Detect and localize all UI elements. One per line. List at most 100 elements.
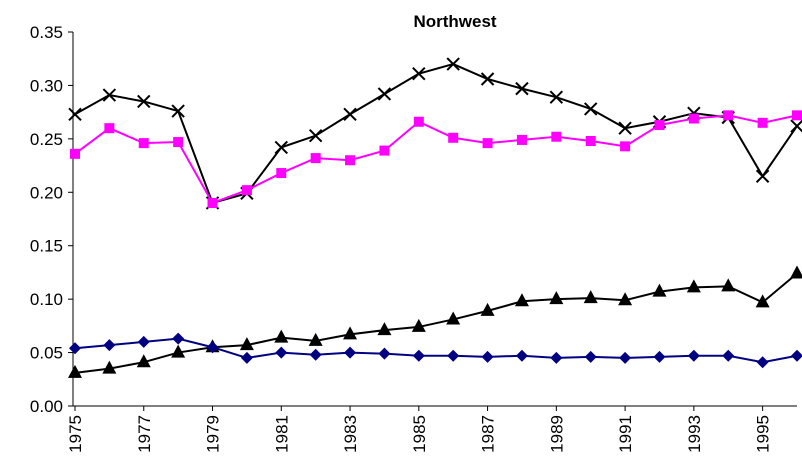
y-tick-label: 0.15	[30, 237, 63, 256]
marker	[412, 66, 426, 81]
marker	[378, 347, 391, 360]
marker	[172, 332, 185, 345]
marker	[585, 135, 596, 146]
marker	[480, 302, 495, 316]
marker	[515, 81, 529, 96]
marker	[68, 364, 82, 378]
marker	[171, 104, 185, 118]
marker	[411, 318, 426, 332]
marker	[240, 351, 253, 364]
y-tick-label: 0.35	[30, 23, 63, 42]
marker	[584, 102, 598, 116]
marker	[309, 348, 322, 361]
marker	[619, 351, 632, 364]
series-line	[74, 62, 798, 205]
y-tick-label: 0.05	[30, 344, 63, 363]
series-line	[74, 114, 798, 205]
marker	[310, 153, 321, 164]
marker	[413, 116, 424, 127]
marker	[791, 349, 802, 362]
marker	[308, 332, 323, 346]
marker	[620, 141, 631, 152]
marker	[686, 279, 701, 293]
marker	[584, 350, 597, 363]
x-tick-label: 1983	[341, 415, 360, 453]
marker	[792, 110, 802, 121]
marker	[480, 72, 495, 86]
y-tick-label: 0.00	[30, 397, 63, 416]
marker	[276, 168, 287, 179]
marker	[481, 350, 494, 363]
y-tick-label: 0.10	[30, 290, 63, 309]
marker	[207, 197, 218, 208]
marker	[687, 349, 700, 362]
marker	[136, 354, 151, 368]
marker	[653, 350, 666, 363]
marker	[583, 290, 598, 304]
marker	[723, 110, 734, 121]
marker	[171, 344, 186, 358]
series-line	[74, 337, 798, 364]
y-tick-label: 0.30	[30, 76, 63, 95]
marker	[652, 283, 667, 297]
marker	[790, 265, 802, 279]
chart-title: Northwest	[413, 12, 496, 31]
marker	[206, 341, 219, 354]
marker	[69, 342, 81, 355]
marker	[68, 107, 82, 121]
marker	[104, 123, 115, 134]
marker	[688, 113, 699, 124]
marker	[343, 326, 358, 340]
marker	[239, 337, 254, 351]
marker	[446, 57, 460, 71]
marker	[515, 349, 528, 362]
marker	[103, 339, 116, 352]
marker	[274, 329, 289, 343]
marker	[308, 128, 323, 143]
marker	[757, 117, 768, 128]
marker	[549, 291, 564, 305]
marker	[70, 148, 80, 159]
marker	[102, 360, 117, 374]
marker	[550, 351, 563, 364]
marker	[377, 87, 392, 101]
marker	[446, 311, 461, 325]
marker	[790, 119, 802, 133]
x-tick-label: 1977	[135, 415, 154, 453]
marker	[241, 185, 252, 196]
x-tick-label: 1989	[547, 415, 566, 453]
marker	[137, 335, 150, 348]
x-tick-label: 1993	[685, 415, 704, 453]
marker	[138, 138, 149, 149]
marker	[343, 107, 357, 121]
marker	[377, 322, 392, 336]
marker	[102, 88, 117, 102]
x-tick-label: 1985	[410, 415, 429, 453]
marker	[654, 119, 665, 130]
y-tick-label: 0.20	[30, 183, 63, 202]
x-tick-label: 1981	[272, 415, 291, 453]
y-tick-label: 0.25	[30, 130, 63, 149]
marker	[137, 94, 151, 109]
marker	[549, 90, 564, 104]
marker	[755, 294, 770, 308]
marker	[755, 169, 770, 183]
marker	[516, 134, 527, 145]
marker	[722, 349, 735, 362]
marker	[482, 138, 493, 149]
marker	[448, 132, 459, 143]
marker	[756, 356, 769, 369]
marker	[618, 292, 633, 306]
series-line	[74, 272, 798, 374]
marker	[514, 293, 529, 307]
marker	[379, 145, 390, 156]
marker	[345, 155, 356, 166]
x-tick-label: 1995	[754, 415, 773, 453]
marker	[618, 121, 632, 135]
marker	[173, 137, 184, 148]
marker	[551, 131, 562, 142]
marker	[275, 346, 288, 359]
marker	[344, 346, 357, 359]
marker	[274, 140, 288, 155]
